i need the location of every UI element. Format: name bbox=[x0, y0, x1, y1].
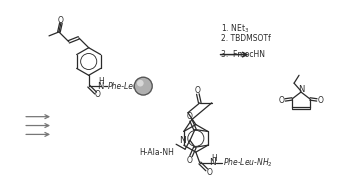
Text: H: H bbox=[211, 153, 217, 163]
Text: N: N bbox=[97, 82, 104, 91]
Text: Phe-Leu-: Phe-Leu- bbox=[108, 82, 141, 91]
Text: 1. NEt$_3$: 1. NEt$_3$ bbox=[221, 22, 249, 35]
Text: 2. TBDMSOTf: 2. TBDMSOTf bbox=[221, 34, 270, 43]
Text: O: O bbox=[187, 156, 193, 164]
Text: O: O bbox=[278, 96, 284, 105]
Text: O: O bbox=[58, 16, 64, 25]
Circle shape bbox=[134, 77, 152, 95]
Text: O: O bbox=[207, 168, 213, 177]
Text: O: O bbox=[195, 86, 201, 94]
Text: O: O bbox=[187, 112, 193, 121]
Text: Phe-Leu-NH$_2$: Phe-Leu-NH$_2$ bbox=[223, 157, 273, 169]
Text: N: N bbox=[209, 159, 216, 167]
Text: N: N bbox=[298, 85, 304, 94]
Text: O: O bbox=[95, 91, 101, 99]
Circle shape bbox=[138, 81, 143, 86]
Text: N: N bbox=[179, 136, 186, 145]
Text: H-Ala-NH: H-Ala-NH bbox=[139, 148, 174, 157]
Text: H: H bbox=[99, 77, 104, 86]
Text: 3.  FmocHN: 3. FmocHN bbox=[221, 50, 265, 59]
Text: O: O bbox=[318, 96, 324, 105]
